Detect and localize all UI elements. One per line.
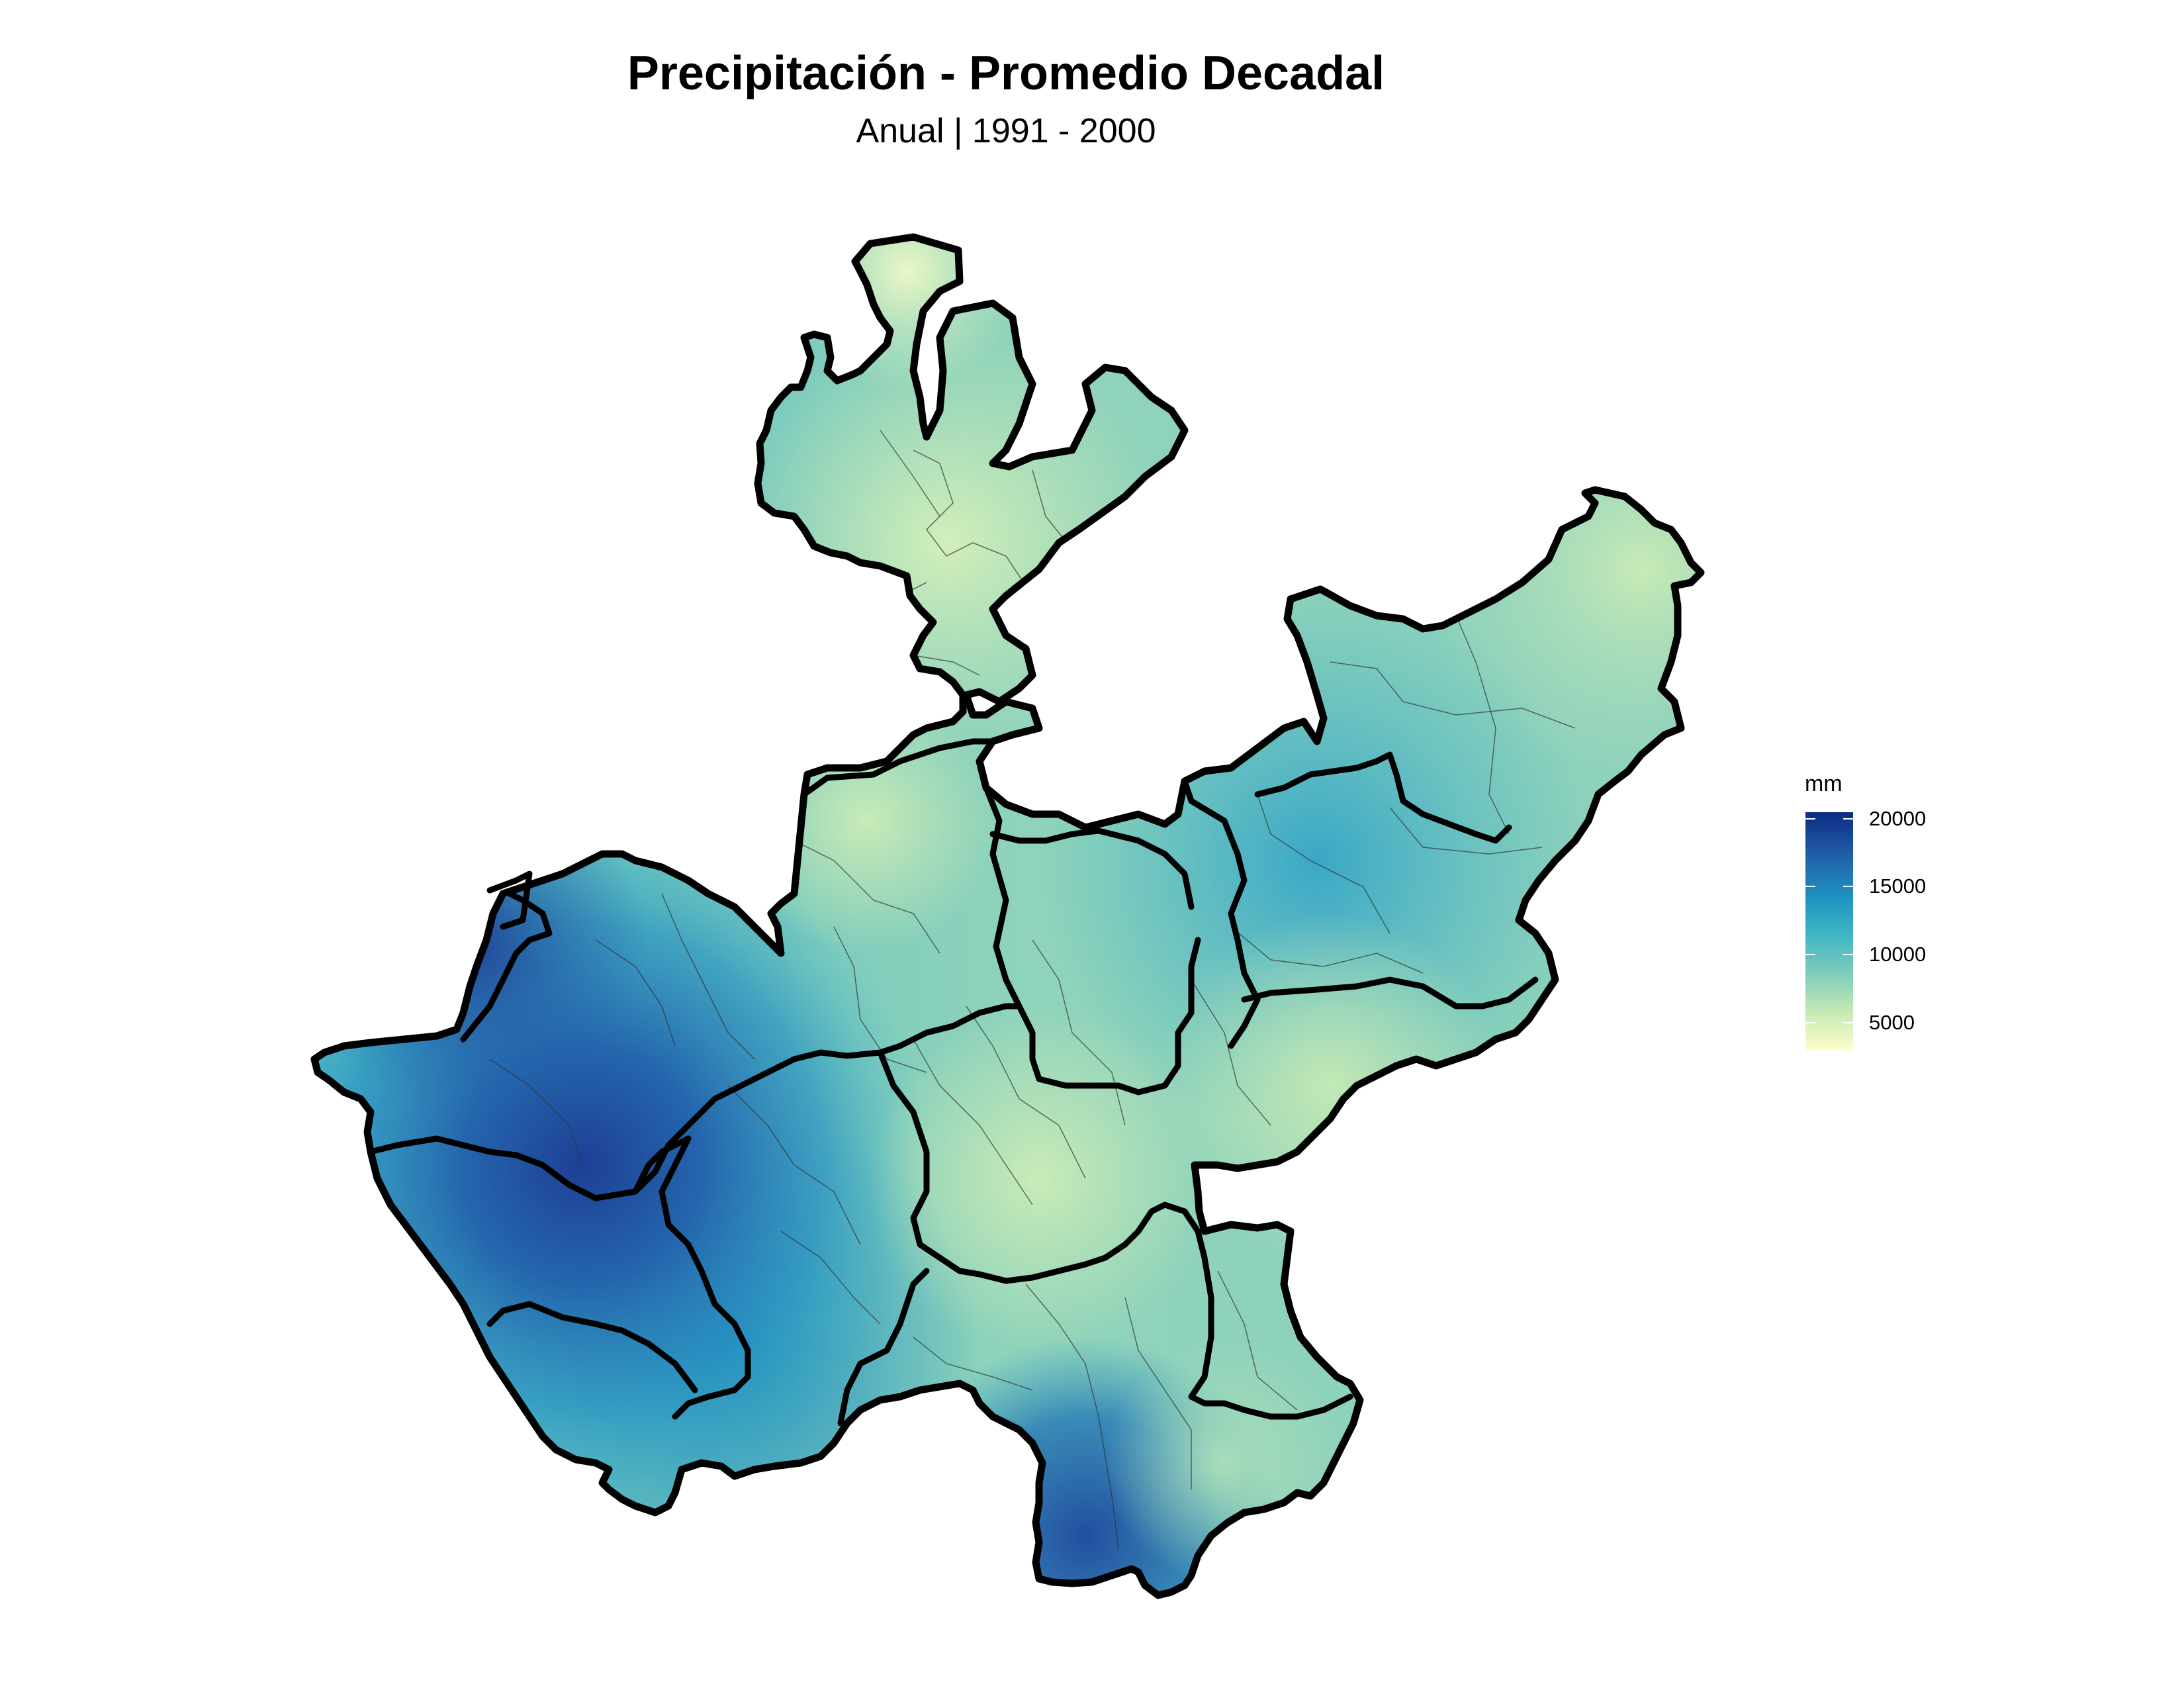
legend-title: mm	[1805, 771, 1843, 796]
boundary-altos-internal	[1254, 751, 1512, 844]
boundary-north-central	[801, 738, 996, 798]
boundary-nw-strip	[460, 890, 553, 1043]
boundary-costa-sur	[486, 1301, 698, 1393]
boundary-south-east	[1188, 1228, 1353, 1420]
tick-label: 5000	[1869, 1011, 1915, 1034]
region-boundaries	[367, 738, 1539, 1427]
boundary-cienega-north	[1241, 976, 1539, 1009]
boundary-center-west-2	[877, 1049, 1109, 1284]
tick-label: 20000	[1869, 807, 1927, 830]
tick-label: 15000	[1869, 874, 1927, 898]
municipal-boundaries	[489, 430, 1576, 1550]
boundary-costa-norte	[367, 1135, 692, 1201]
chart-subtitle: Anual | 1991 - 2000	[856, 112, 1156, 150]
chart-title: Precipitación - Promedio Decadal	[627, 47, 1385, 100]
boundary-south-west	[837, 1268, 930, 1427]
boundary-sierra-amula	[659, 1135, 751, 1420]
boundary-guadalajara	[1016, 937, 1201, 1096]
colorbar	[1805, 812, 1853, 1051]
boundary-west-central	[632, 1049, 884, 1195]
boundary-center-south	[1102, 1201, 1201, 1261]
boundary-central-north-east	[983, 784, 1023, 1009]
tick-label: 10000	[1869, 943, 1927, 966]
boundary-altos-sur-north	[989, 827, 1195, 910]
boundary-altos-norte-west	[1181, 778, 1261, 1049]
boundary-center-west	[877, 1003, 1023, 1056]
boundary-nw-strip-2	[486, 870, 533, 930]
